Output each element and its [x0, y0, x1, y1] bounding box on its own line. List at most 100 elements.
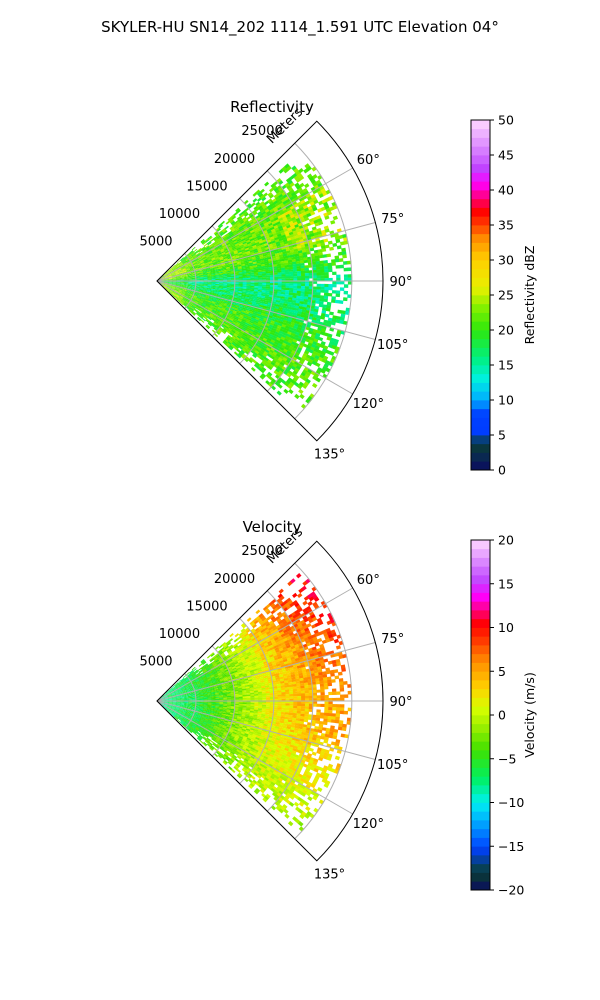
- radar-bin: [261, 273, 267, 276]
- radar-bin: [258, 240, 264, 244]
- radar-bin: [219, 256, 224, 260]
- radar-bin: [269, 216, 275, 221]
- radar-bin: [219, 231, 224, 236]
- radar-bin: [281, 285, 286, 288]
- radar-bin: [285, 213, 291, 218]
- radar-bin: [260, 224, 266, 229]
- radar-bin: [171, 272, 176, 275]
- radar-bin: [186, 268, 191, 271]
- radar-bin: [208, 250, 213, 254]
- radar-bin: [335, 290, 341, 294]
- radar-bin: [174, 263, 179, 267]
- radar-bin: [231, 245, 237, 250]
- colorbar-tick-label: 25: [498, 288, 514, 303]
- radar-bin: [274, 226, 280, 231]
- radar-bin: [285, 285, 290, 289]
- radar-bin: [335, 293, 341, 298]
- radar-bin: [163, 275, 168, 278]
- radar-bin: [234, 252, 239, 256]
- radar-bin: [164, 276, 169, 279]
- radar-bin: [200, 261, 205, 265]
- radar-bin: [292, 194, 298, 199]
- radar-bin: [271, 230, 277, 235]
- radar-bin: [195, 279, 201, 281]
- radar-bin: [265, 235, 271, 240]
- radar-bin: [191, 260, 196, 263]
- radar-bin: [274, 202, 280, 207]
- radar-bin: [180, 264, 185, 267]
- radar-bin: [327, 262, 333, 267]
- radar-bin: [268, 222, 273, 227]
- radar-bin: [241, 230, 246, 234]
- radar-bin: [259, 242, 265, 246]
- radar-bin: [293, 221, 299, 226]
- radar-bin: [262, 284, 267, 287]
- radar-bin: [207, 279, 212, 281]
- radar-bin: [343, 274, 349, 278]
- radar-bin: [323, 225, 329, 230]
- radar-bin: [332, 284, 337, 288]
- radar-bin: [284, 211, 290, 216]
- radar-bin: [273, 274, 279, 278]
- radar-bin: [254, 229, 259, 234]
- radar-bin: [181, 258, 185, 262]
- radar-bin: [308, 198, 314, 204]
- radar-bin: [222, 255, 228, 259]
- radar-bin: [162, 273, 167, 276]
- radar-bin: [188, 264, 193, 267]
- colorbar-segment: [471, 277, 490, 287]
- radar-bin: [218, 224, 224, 229]
- radar-bin: [228, 231, 234, 236]
- radar-bin: [316, 283, 322, 287]
- radar-bin: [340, 281, 345, 285]
- radar-bin: [250, 241, 256, 245]
- radar-bin: [224, 232, 230, 237]
- radar-bin: [247, 244, 253, 248]
- radar-bin: [300, 286, 306, 289]
- radar-bin: [312, 289, 317, 293]
- radar-bin: [175, 263, 180, 267]
- radar-bin: [320, 206, 327, 212]
- radar-bin: [285, 274, 290, 277]
- colorbar-segment: [471, 137, 490, 147]
- radar-bin: [203, 260, 209, 263]
- colorbar-segment: [471, 120, 490, 130]
- radar-bin: [185, 267, 190, 270]
- radar-bin: [160, 276, 164, 279]
- radar-bin: [238, 242, 244, 247]
- radar-bin: [230, 252, 235, 256]
- radar-bin: [238, 212, 244, 217]
- radar-bin: [227, 278, 232, 280]
- colorbar-segment: [471, 225, 490, 235]
- radar-bin: [197, 264, 202, 268]
- radar-bin: [238, 225, 244, 230]
- radar-bin: [171, 272, 176, 275]
- radar-bin: [208, 243, 213, 248]
- radar-bin: [199, 260, 205, 263]
- radar-bin: [229, 632, 234, 638]
- azimuth-tick-label: 75°: [381, 212, 404, 227]
- radar-bin: [271, 242, 277, 246]
- radar-bin: [201, 254, 206, 258]
- radar-bin: [234, 275, 240, 277]
- radar-bin: [228, 230, 233, 235]
- radar-bin: [262, 204, 268, 210]
- radar-bin: [274, 239, 280, 243]
- radar-bin: [179, 263, 184, 267]
- radar-bin: [170, 271, 175, 275]
- radar-bin: [193, 264, 198, 268]
- radar-bin: [279, 202, 285, 207]
- radar-bin: [236, 222, 242, 227]
- radar-bin: [331, 290, 337, 294]
- radar-bin: [327, 265, 333, 270]
- radar-bin: [263, 231, 269, 236]
- radar-bin: [171, 273, 176, 276]
- radar-bin: [316, 292, 321, 296]
- radar-bin: [312, 275, 318, 279]
- radar-bin: [300, 265, 305, 269]
- radar-bin: [174, 271, 179, 274]
- radar-bin: [252, 211, 258, 216]
- radar-bin: [212, 242, 217, 246]
